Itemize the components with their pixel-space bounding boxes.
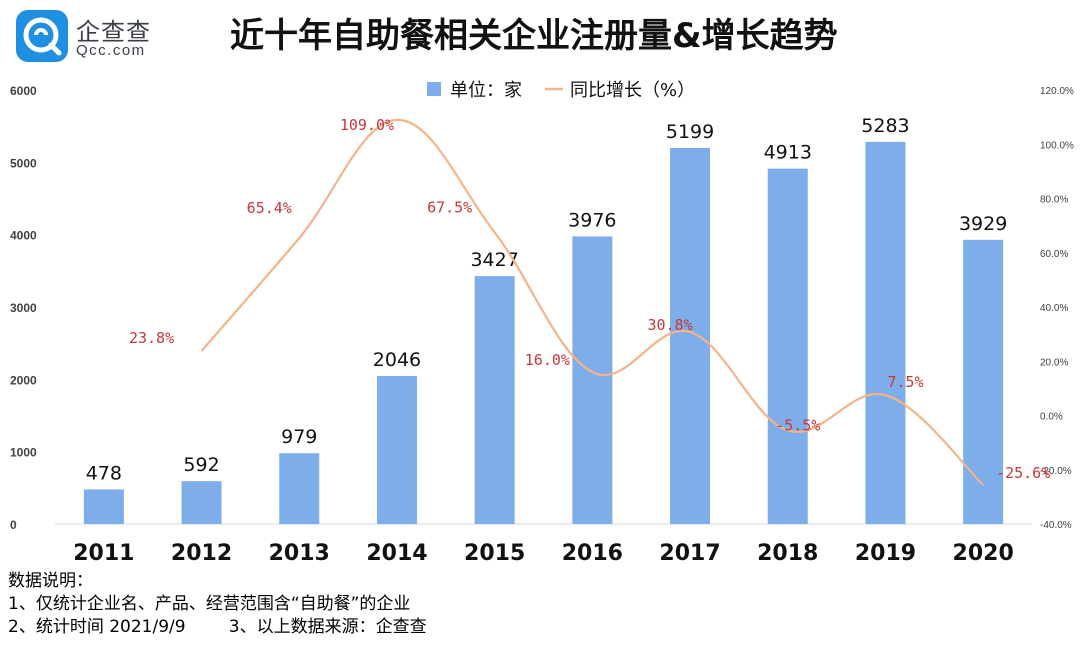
bar-value-label: 5283 — [861, 115, 909, 137]
bar-2014 — [376, 376, 417, 524]
x-tick-label: 2020 — [953, 541, 1014, 566]
y-left-tick-label: 3000 — [10, 301, 37, 315]
y-right-tick-label: -40.0% — [1040, 520, 1072, 531]
notes-line-1: 1、仅统计企业名、产品、经营范围含“自助餐”的企业 — [8, 594, 411, 614]
x-tick-label: 2018 — [757, 541, 818, 566]
y-right-tick-label: 20.0% — [1040, 357, 1068, 368]
legend-bar-swatch — [427, 82, 441, 96]
bar-2013 — [279, 453, 320, 524]
bar-value-label: 592 — [183, 454, 219, 476]
bar-2015 — [474, 276, 515, 524]
brand-name: 企查查 — [76, 18, 151, 46]
growth-value-label: 16.0% — [525, 351, 570, 369]
x-tick-label: 2015 — [464, 541, 525, 566]
chart-title: 近十年自助餐相关企业注册量&增长趋势 — [230, 16, 838, 56]
qcc-logo-icon — [16, 10, 68, 62]
bar-value-label: 2046 — [373, 349, 421, 371]
bar-value-label: 3976 — [568, 209, 616, 231]
y-left-tick-label: 1000 — [10, 446, 37, 460]
y-left-tick-label: 4000 — [10, 229, 37, 243]
x-tick-label: 2014 — [366, 541, 427, 566]
brand-domain: Qcc.com — [76, 42, 146, 59]
y-right-tick-label: -20.0% — [1040, 466, 1072, 477]
bar-2020 — [963, 239, 1004, 524]
brand-logo: 企查查 Qcc.com — [14, 8, 214, 66]
y-left-tick-label: 2000 — [10, 373, 37, 387]
x-tick-label: 2016 — [562, 541, 623, 566]
y-right-tick-label: 100.0% — [1040, 140, 1074, 151]
bar-value-label: 4913 — [764, 142, 812, 164]
bar-value-label: 3427 — [470, 249, 518, 271]
x-tick-label: 2017 — [659, 541, 720, 566]
y-right-tick-label: 60.0% — [1040, 249, 1068, 260]
growth-value-label: 30.8% — [647, 316, 692, 334]
bar-value-label: 3929 — [959, 213, 1007, 235]
growth-value-label: 109.0% — [340, 116, 394, 134]
growth-value-label: -5.5% — [775, 416, 820, 434]
bar-2018 — [767, 168, 808, 524]
bar-2019 — [865, 141, 906, 524]
growth-value-label: -25.6% — [996, 464, 1050, 482]
bar-value-label: 5199 — [666, 121, 714, 143]
notes-heading: 数据说明： — [8, 571, 93, 591]
legend-line-label: 同比增长（%） — [570, 80, 695, 101]
y-left-tick-label: 5000 — [10, 156, 37, 170]
bar-2016 — [572, 236, 613, 525]
y-left-tick-label: 6000 — [10, 84, 37, 98]
growth-line — [200, 118, 984, 486]
y-right-tick-label: 120.0% — [1040, 86, 1074, 97]
y-right-tick-label: 40.0% — [1040, 303, 1068, 314]
x-tick-label: 2013 — [269, 541, 330, 566]
growth-value-label: 23.8% — [129, 329, 174, 347]
bar-value-label: 478 — [86, 462, 122, 484]
growth-value-label: 67.5% — [427, 198, 472, 216]
y-right-tick-label: 0.0% — [1040, 412, 1063, 423]
x-tick-label: 2012 — [171, 541, 232, 566]
bar-2011 — [83, 489, 124, 524]
x-tick-label: 2019 — [855, 541, 916, 566]
growth-value-label: 65.4% — [247, 199, 292, 217]
notes-line-2: 2、统计时间 2021/9/9 3、以上数据来源：企查查 — [8, 617, 427, 637]
legend-bar-label: 单位：家 — [450, 80, 522, 101]
y-right-tick-label: 80.0% — [1040, 195, 1068, 206]
bar-2017 — [670, 147, 711, 524]
y-left-tick-label: 0 — [10, 518, 17, 532]
x-tick-label: 2011 — [73, 541, 134, 566]
bar-value-label: 979 — [281, 426, 317, 448]
growth-value-label: 7.5% — [887, 373, 923, 391]
data-notes: 数据说明： 1、仅统计企业名、产品、经营范围含“自助餐”的企业 2、统计时间 2… — [8, 570, 427, 639]
bar-2012 — [181, 481, 222, 524]
